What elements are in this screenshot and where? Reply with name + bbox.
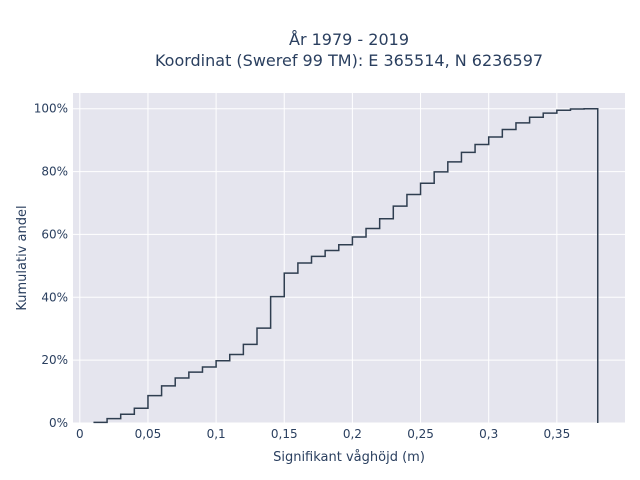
- chart-title-line1: År 1979 - 2019: [289, 30, 409, 49]
- x-tick-label: 0,35: [543, 427, 570, 441]
- y-axis-ticks: 0% 20% 40% 60% 80% 100%: [34, 102, 68, 430]
- x-axis-title: Signifikant våghöjd (m): [273, 450, 425, 465]
- grid-lines: [73, 93, 625, 424]
- y-tick-label: 20%: [41, 353, 68, 367]
- y-tick-label: 60%: [41, 227, 68, 241]
- y-tick-label: 100%: [34, 102, 68, 116]
- step-series-line: [93, 107, 599, 424]
- y-axis-title: Kumulativ andel: [15, 205, 30, 310]
- y-tick-label: 40%: [41, 290, 68, 304]
- data-series: [93, 107, 599, 424]
- x-tick-label: 0,3: [479, 427, 498, 441]
- x-tick-label: 0,2: [343, 427, 362, 441]
- y-tick-label: 0%: [49, 416, 68, 430]
- chart-title-line2: Koordinat (Sweref 99 TM): E 365514, N 62…: [155, 51, 543, 70]
- plot-area: [73, 93, 625, 423]
- x-tick-label: 0: [76, 427, 84, 441]
- x-tick-label: 0,25: [407, 427, 434, 441]
- y-tick-label: 80%: [41, 165, 68, 179]
- x-tick-label: 0,1: [207, 427, 226, 441]
- x-tick-label: 0,15: [271, 427, 298, 441]
- x-tick-label: 0,05: [135, 427, 162, 441]
- x-axis-ticks: 0 0,05 0,1 0,15 0,2 0,25 0,3 0,35: [76, 427, 570, 441]
